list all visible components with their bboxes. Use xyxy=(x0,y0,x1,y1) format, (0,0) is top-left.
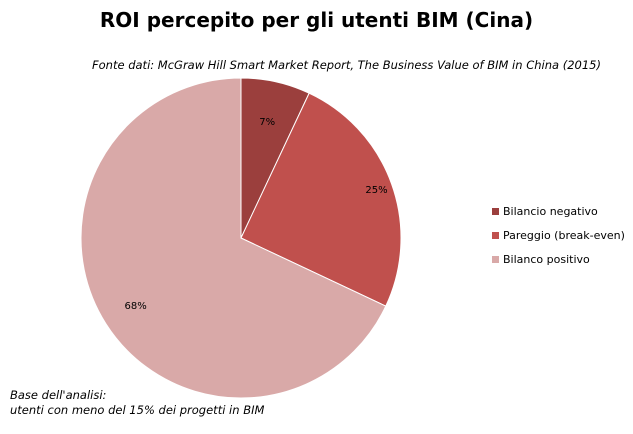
legend-swatch xyxy=(492,232,499,239)
note-line: utenti con meno del 15% dei progetti in … xyxy=(10,403,265,417)
pie-slice xyxy=(80,77,387,399)
chart-title: ROI percepito per gli utenti BIM (Cina) xyxy=(99,8,534,32)
legend-item: Bilanco positivo xyxy=(492,253,590,266)
legend-label: Bilanco positivo xyxy=(503,253,590,266)
pie-slice xyxy=(240,92,402,307)
analysis-note: Base dell'analisi: utenti con meno del 1… xyxy=(10,388,264,418)
legend-swatch xyxy=(492,208,499,215)
note-line: Base dell'analisi: xyxy=(10,388,107,402)
legend-item: Bilancio negativo xyxy=(492,205,598,218)
data-label: 7% xyxy=(259,117,275,128)
legend-label: Pareggio (break-even) xyxy=(503,229,625,242)
data-label: 25% xyxy=(365,185,387,196)
data-label: 68% xyxy=(125,301,147,312)
legend-label: Bilancio negativo xyxy=(503,205,598,218)
legend-swatch xyxy=(492,256,499,263)
legend-item: Pareggio (break-even) xyxy=(492,229,625,242)
chart-subtitle: Fonte dati: McGraw Hill Smart Market Rep… xyxy=(92,58,601,72)
